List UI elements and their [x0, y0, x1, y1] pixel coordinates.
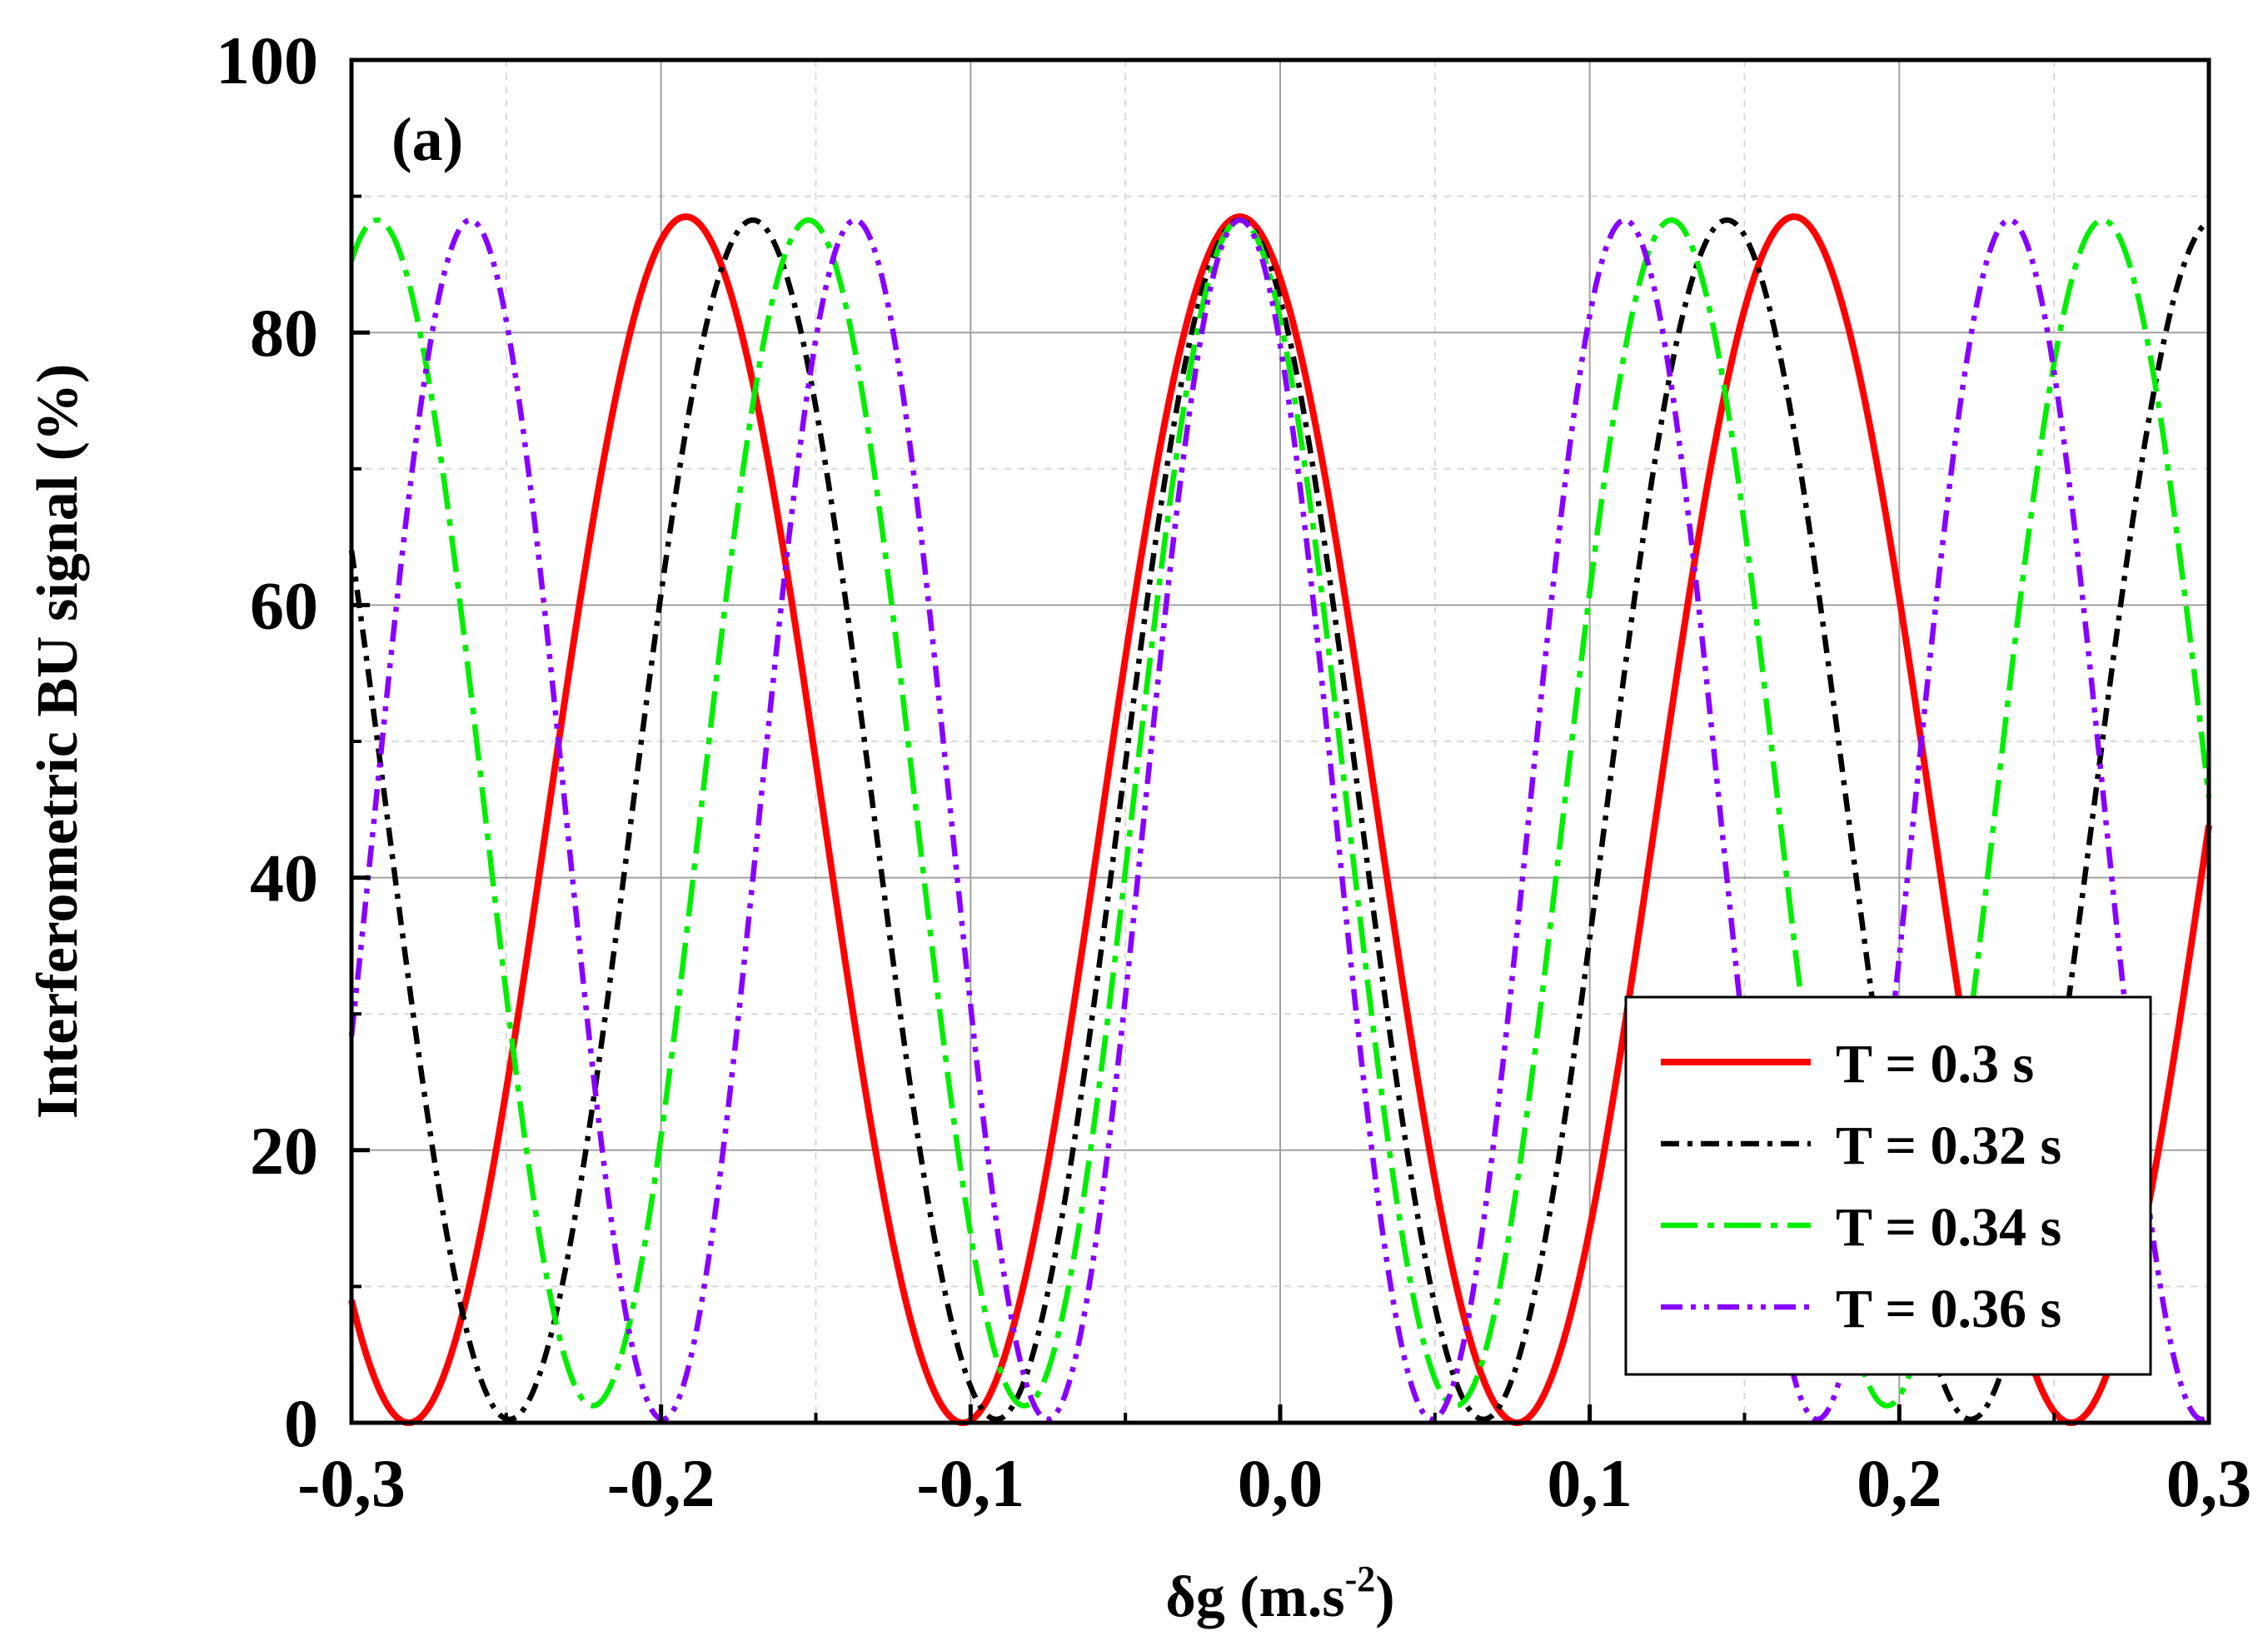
- panel-label: (a): [391, 106, 463, 174]
- x-tick-label: 0,2: [1857, 1445, 1942, 1521]
- tick-labels: -0,3 -0,2 -0,1 0,0 0,1 0,2 0,3 0 20 40 60 80 100: [216, 22, 2251, 1521]
- x-tick-label: 0,1: [1547, 1445, 1632, 1521]
- x-tick-label: -0,3: [297, 1445, 406, 1521]
- legend-label-1: T = 0.3 s: [1836, 1034, 2034, 1095]
- legend-label-4: T = 0.36 s: [1836, 1279, 2061, 1339]
- y-axis-title: Interferometric BU signal (%): [26, 364, 90, 1120]
- y-tick-label: 0: [284, 1385, 318, 1461]
- legend-items: T = 0.3 s T = 0.32 s T = 0.34 s T = 0.36 s: [1661, 1034, 2061, 1339]
- series-line-3: [348, 217, 2212, 1409]
- x-tick-label: 0,0: [1238, 1445, 1323, 1521]
- x-axis-title: δg (m.s-2): [1165, 1559, 1394, 1629]
- x-tick-label: -0,1: [916, 1445, 1024, 1521]
- axis-ticks: [349, 57, 2211, 1425]
- x-axis-title-main: δg (m.s: [1165, 1565, 1344, 1629]
- y-tick-label: 40: [250, 840, 318, 916]
- x-axis-title-close: ): [1375, 1565, 1394, 1629]
- y-tick-label: 60: [250, 567, 318, 643]
- x-axis-title-superscript: -2: [1345, 1559, 1376, 1599]
- legend-label-2: T = 0.32 s: [1836, 1115, 2061, 1176]
- series-line-1: [348, 213, 2212, 1426]
- y-tick-label: 20: [250, 1113, 318, 1189]
- legend: T = 0.3 s T = 0.32 s T = 0.34 s T = 0.36 s: [1624, 995, 2152, 1376]
- x-tick-label: -0,2: [607, 1445, 715, 1521]
- legend-label-3: T = 0.34 s: [1836, 1197, 2061, 1258]
- x-tick-label: 0,3: [2166, 1445, 2252, 1521]
- y-tick-label: 80: [250, 295, 318, 371]
- y-tick-label: 100: [216, 22, 318, 98]
